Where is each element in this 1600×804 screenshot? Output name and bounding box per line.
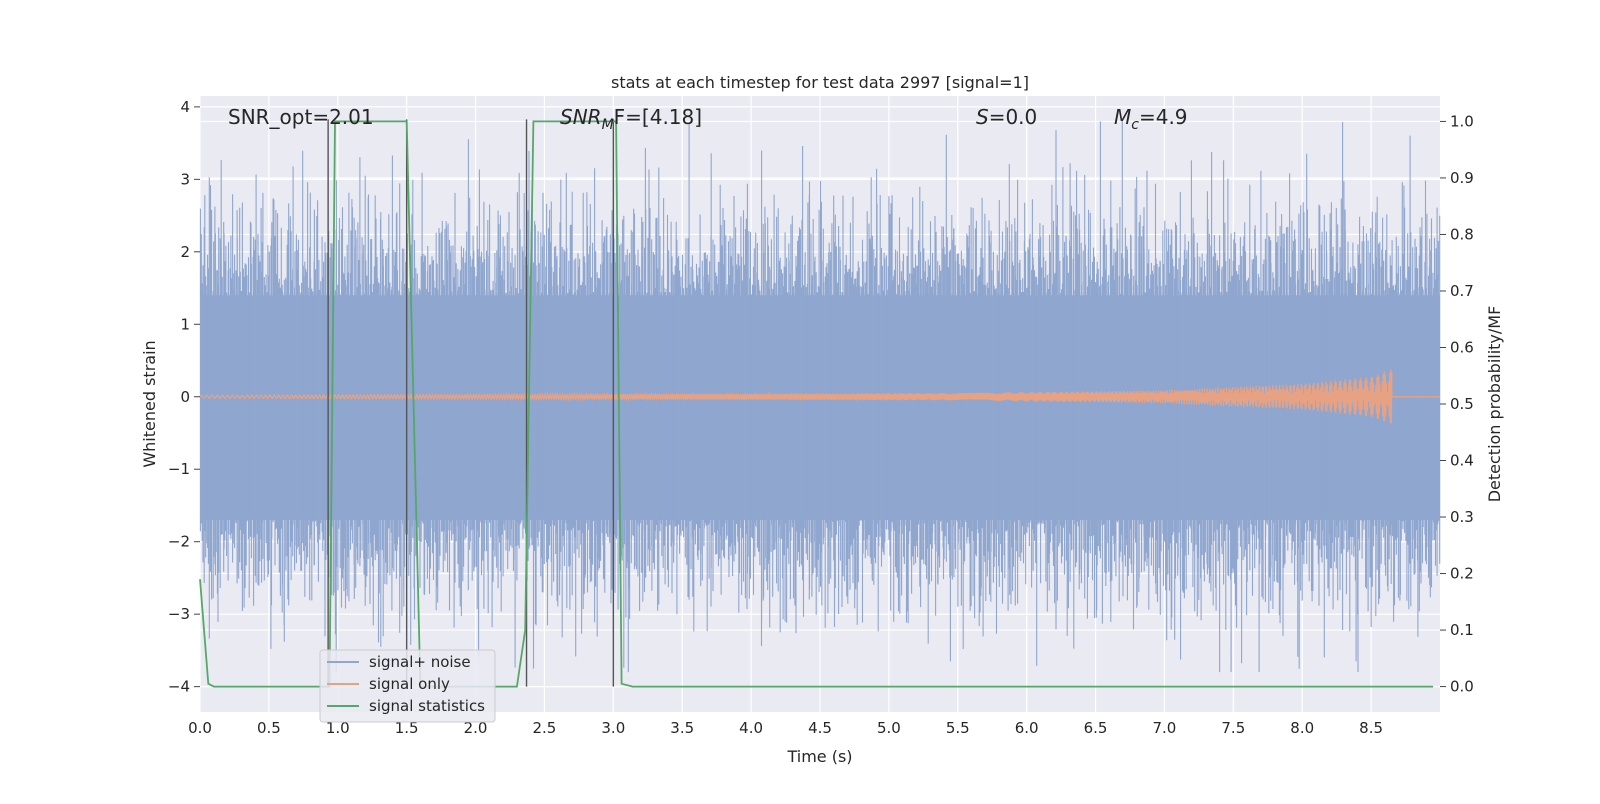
chart-title: stats at each timestep for test data 299… xyxy=(611,73,1029,92)
legend-label-signal-plus-noise: signal+ noise xyxy=(369,653,471,671)
x-tick-label: 2.0 xyxy=(464,719,488,737)
x-tick-label: 8.5 xyxy=(1359,719,1383,737)
y-right-tick-label: 1.0 xyxy=(1450,112,1474,130)
x-tick-label: 1.5 xyxy=(395,719,419,737)
x-tick-label: 0.0 xyxy=(188,719,212,737)
y-right-tick-label: 0.9 xyxy=(1450,169,1474,187)
x-axis-label: Time (s) xyxy=(786,747,852,766)
y-right-tick-label: 0.5 xyxy=(1450,395,1474,413)
y-tick-label: 3 xyxy=(180,170,190,188)
x-tick-label: 3.0 xyxy=(601,719,625,737)
annotation-mc-main: M xyxy=(1114,105,1131,129)
y-right-tick-label: 0.0 xyxy=(1450,678,1474,696)
legend-label-signal-statistics: signal statistics xyxy=(369,697,485,715)
x-tick-label: 4.0 xyxy=(739,719,763,737)
y-right-tick-label: 0.1 xyxy=(1450,621,1474,639)
y-right-tick-label: 0.8 xyxy=(1450,225,1474,243)
y-right-tick-label: 0.4 xyxy=(1450,452,1474,470)
y-tick-label: 1 xyxy=(180,315,190,333)
annotation-s: S=0.0 xyxy=(976,105,1037,129)
annotation-snr-mf-main: SNR xyxy=(560,105,602,129)
annotation-snr-mf-rest: F=[4.18] xyxy=(614,105,702,129)
x-tick-label: 3.5 xyxy=(670,719,694,737)
y-tick-label: 0 xyxy=(180,388,190,406)
y-axis-label-left: Whitened strain xyxy=(140,340,159,467)
y-axis-label-right: Detection probability/MF xyxy=(1485,306,1504,503)
y-tick-label: −1 xyxy=(168,460,190,478)
x-tick-label: 6.5 xyxy=(1084,719,1108,737)
annotation-mc: Mc=4.9 xyxy=(1114,105,1188,133)
series-signal-only xyxy=(199,369,1440,424)
x-tick-label: 0.5 xyxy=(257,719,281,737)
annotation-snr-mf-sub: M xyxy=(602,117,614,133)
x-tick-label: 7.5 xyxy=(1221,719,1245,737)
annotation-mc-rest: =4.9 xyxy=(1139,105,1188,129)
x-tick-label: 5.5 xyxy=(946,719,970,737)
legend-label-signal-only: signal only xyxy=(369,675,450,693)
annotation-s-rest: =0.0 xyxy=(989,105,1038,129)
signal-only-line xyxy=(199,369,1440,424)
y-right-tick-label: 0.7 xyxy=(1450,282,1474,300)
y-tick-label: −3 xyxy=(168,605,190,623)
x-tick-label: 7.0 xyxy=(1153,719,1177,737)
annotation-snr-opt: SNR_opt=2.01 xyxy=(228,105,374,129)
y-right-tick-label: 0.3 xyxy=(1450,508,1474,526)
legend-box xyxy=(319,649,496,723)
legend: signal+ noise signal only signal statist… xyxy=(319,649,496,723)
x-tick-label: 1.0 xyxy=(326,719,350,737)
y-tick-label: 4 xyxy=(180,98,190,116)
x-tick-label: 2.5 xyxy=(533,719,557,737)
annotation-snr-mf: SNRMF=[4.18] xyxy=(560,105,702,133)
y-right-tick-label: 0.6 xyxy=(1450,338,1474,356)
y-right-tick-label: 0.2 xyxy=(1450,565,1474,583)
x-tick-label: 5.0 xyxy=(877,719,901,737)
y-tick-label: −2 xyxy=(168,533,190,551)
annotation-s-main: S xyxy=(976,105,989,129)
y-tick-label: 2 xyxy=(180,243,190,261)
x-tick-label: 8.0 xyxy=(1290,719,1314,737)
x-tick-label: 6.0 xyxy=(1015,719,1039,737)
y-tick-label: −4 xyxy=(168,678,190,696)
annotation-mc-sub: c xyxy=(1131,117,1139,133)
axes: 0.0 0.5 1.0 1.5 2.0 2.5 3.0 3.5 4.0 4.5 5.0 5.5 6.0 6… xyxy=(168,98,1474,737)
x-tick-label: 4.5 xyxy=(808,719,832,737)
